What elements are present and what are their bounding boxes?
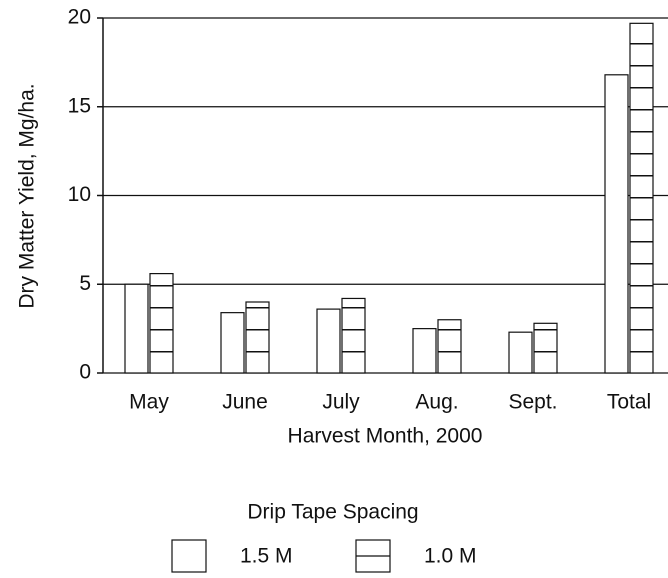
bar bbox=[245, 301, 270, 374]
bar bbox=[316, 308, 341, 374]
x-tick-label: July bbox=[322, 391, 360, 414]
x-tick-label: May bbox=[129, 391, 169, 414]
bar bbox=[149, 273, 174, 374]
y-tick-label: 0 bbox=[79, 361, 91, 384]
legend-label: 1.0 M bbox=[424, 545, 477, 568]
bar bbox=[220, 312, 245, 374]
legend-swatch bbox=[171, 539, 207, 573]
bar bbox=[437, 319, 462, 374]
x-axis-label: Harvest Month, 2000 bbox=[288, 425, 483, 448]
legend-title: Drip Tape Spacing bbox=[247, 501, 418, 524]
bar bbox=[341, 297, 366, 374]
y-axis-label: Dry Matter Yield, Mg/ha. bbox=[16, 83, 39, 308]
bar bbox=[629, 22, 654, 374]
y-tick-label: 5 bbox=[79, 272, 91, 295]
x-tick-label: Aug. bbox=[415, 391, 458, 414]
legend-label: 1.5 M bbox=[240, 545, 293, 568]
x-tick-label: June bbox=[222, 391, 268, 414]
y-tick-label: 20 bbox=[68, 6, 91, 29]
bar bbox=[533, 322, 558, 374]
y-tick-label: 15 bbox=[68, 94, 91, 117]
bar bbox=[508, 331, 533, 374]
y-tick-label: 10 bbox=[68, 183, 91, 206]
bar bbox=[604, 74, 629, 374]
bar bbox=[124, 283, 149, 374]
x-tick-label: Total bbox=[607, 391, 651, 414]
bar bbox=[412, 328, 437, 374]
x-tick-label: Sept. bbox=[508, 391, 557, 414]
